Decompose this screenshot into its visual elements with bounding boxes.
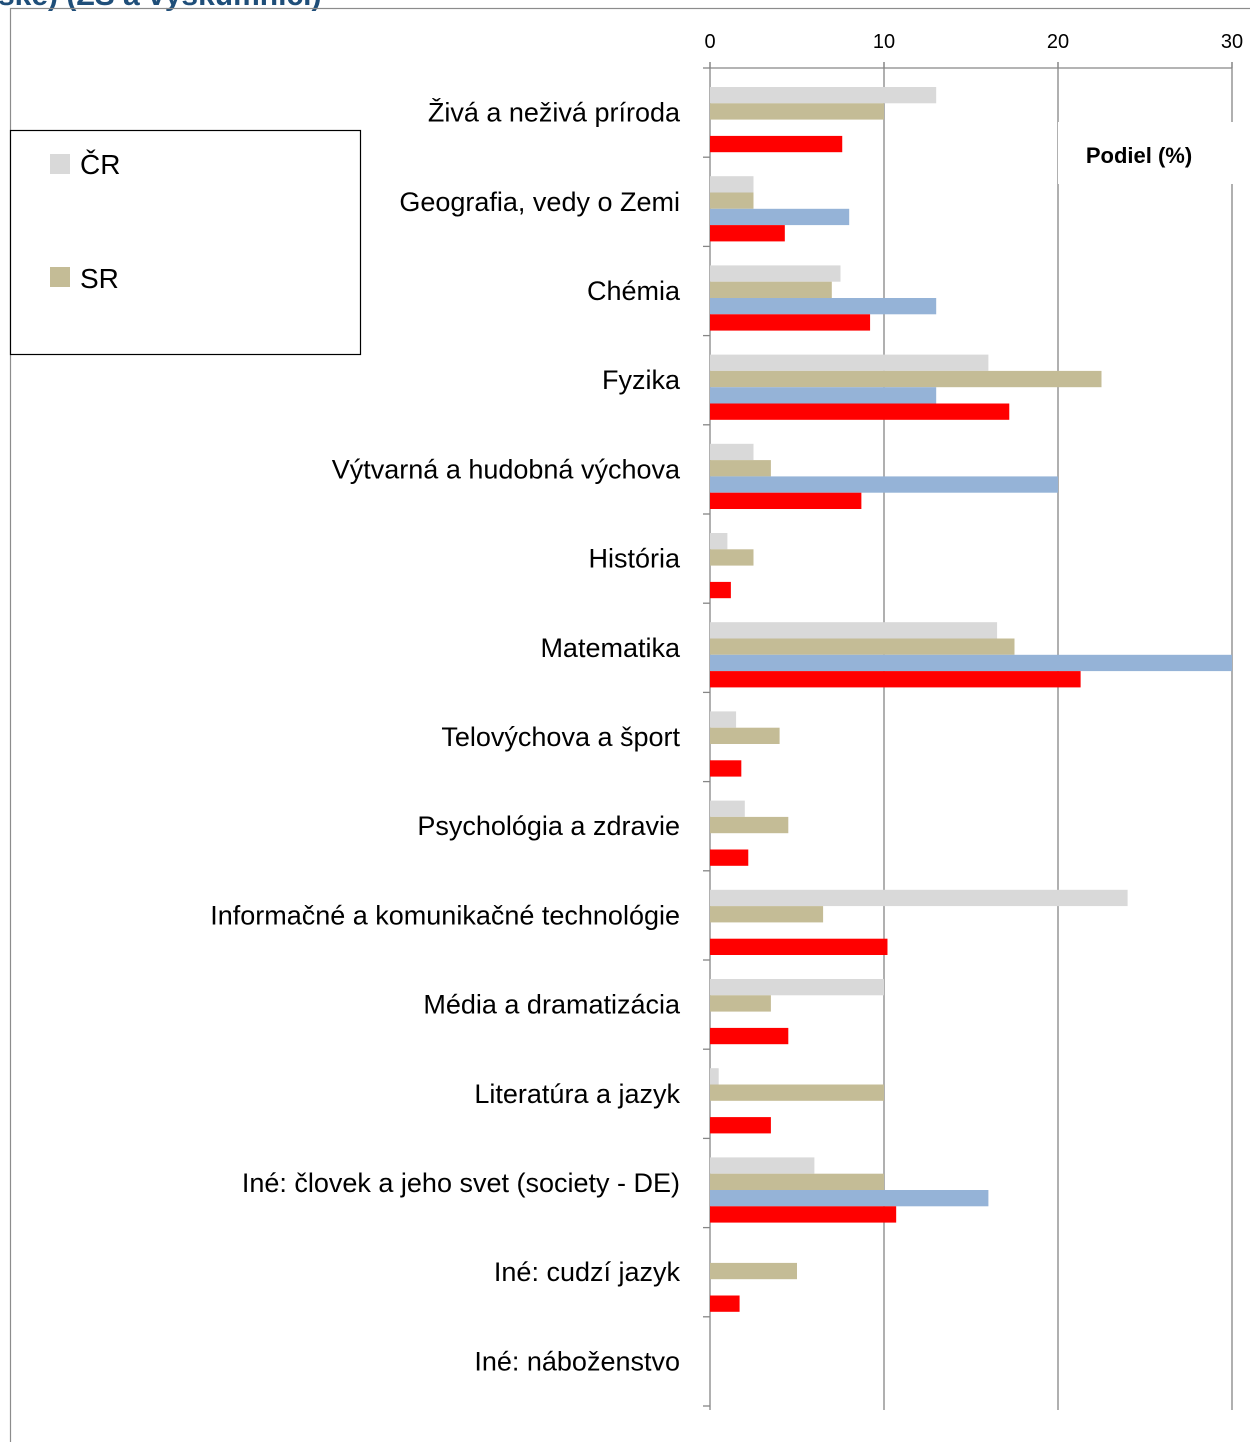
bar-sr-ziva-a-neziva-priroda <box>710 103 884 120</box>
chart-title: ske) (ZŠ a výskumníci) <box>0 0 321 12</box>
x-tick-label-20: 20 <box>1047 31 1069 53</box>
bar-series-3-vytvarna-a-hudobna-vychova <box>710 476 1058 493</box>
podiel-annotation: Podiel (%) <box>1058 122 1238 184</box>
category-label-historia: História <box>588 544 681 574</box>
bar-cr-media-a-dramatizacia <box>710 979 884 996</box>
category-label-telovychova-a-sport: Telovýchova a šport <box>441 722 680 752</box>
category-label-geografia-vedy-o-zemi: Geografia, vedy o Zemi <box>399 187 680 217</box>
bar-series-4-geografia-vedy-o-zemi <box>710 225 785 242</box>
category-label-media-a-dramatizacia: Média a dramatizácia <box>423 990 681 1020</box>
bar-series-4-fyzika <box>710 403 1010 420</box>
bar-cr-chemia <box>710 265 841 282</box>
bar-sr-historia <box>710 549 754 566</box>
x-tick-label-10: 10 <box>873 31 895 53</box>
bar-cr-geografia-vedy-o-zemi <box>710 176 754 193</box>
bar-series-4-ine-clovek-a-jeho-svet-society-de <box>710 1206 897 1223</box>
bar-sr-ine-cudzi-jazyk <box>710 1262 797 1280</box>
bar-series-4-chemia <box>710 314 871 331</box>
bar-series-4-media-a-dramatizacia <box>710 1027 789 1045</box>
chart-frame <box>9 7 1250 1442</box>
bar-series-4-ine-cudzi-jazyk <box>710 1295 740 1312</box>
category-labels: Živá a neživá príroda Geografia, vedy o Z… <box>210 97 681 1377</box>
category-label-ine-cudzi-jazyk: Iné: cudzí jazyk <box>494 1257 681 1287</box>
bar-sr-media-a-dramatizacia <box>710 995 771 1012</box>
category-label-ziva-a-neziva-priroda: Živá a neživá príroda <box>428 97 681 128</box>
bar-sr-psychologia-a-zdravie <box>710 816 789 834</box>
legend-label-sr: SR <box>80 263 119 294</box>
bar-cr-matematika <box>710 622 998 639</box>
legend: ČR SR <box>9 129 362 356</box>
gridlines <box>883 62 1233 1410</box>
bar-series-4-psychologia-a-zdravie <box>710 849 749 866</box>
bar-series-3-ine-clovek-a-jeho-svet-society-de <box>710 1190 989 1207</box>
x-tick-label-30: 30 <box>1221 31 1243 53</box>
category-label-literatura-a-jazyk: Literatúra a jazyk <box>474 1079 680 1109</box>
bar-cr-telovychova-a-sport <box>710 711 737 728</box>
bar-cr-fyzika <box>710 354 989 371</box>
bar-series-4-literatura-a-jazyk <box>710 1117 771 1134</box>
bar-series-4-telovychova-a-sport <box>710 760 742 777</box>
x-tick-label-0: 0 <box>704 31 715 53</box>
bar-sr-fyzika <box>710 370 1102 388</box>
category-label-informacne-a-komunikacne-technologie: Informačné a komunikačné technológie <box>210 900 680 930</box>
legend-swatch-sr <box>50 267 70 287</box>
category-label-ine-nabozenstvo: Iné: náboženstvo <box>474 1346 680 1376</box>
category-label-ine-clovek-a-jeho-svet-society-de: Iné: človek a jeho svet (society - DE) <box>242 1168 680 1198</box>
bar-sr-matematika <box>710 638 1015 655</box>
bar-series-4-historia <box>710 581 731 599</box>
bar-series-4-informacne-a-komunikacne-technologie <box>710 938 888 955</box>
bar-sr-vytvarna-a-hudobna-vychova <box>710 460 771 477</box>
bar-cr-ine-clovek-a-jeho-svet-society-de <box>710 1157 815 1174</box>
category-label-fyzika: Fyzika <box>602 365 681 395</box>
bar-series-3-matematika <box>710 654 1232 672</box>
annotation-label: Podiel (%) <box>1086 143 1192 168</box>
category-label-vytvarna-a-hudobna-vychova: Výtvarná a hudobná výchova <box>332 454 681 484</box>
bar-sr-informacne-a-komunikacne-technologie <box>710 906 824 923</box>
bars <box>710 87 1232 1312</box>
bar-sr-literatura-a-jazyk <box>710 1084 884 1101</box>
bar-series-3-geografia-vedy-o-zemi <box>710 208 850 226</box>
bar-series-3-fyzika <box>710 387 937 404</box>
bar-series-4-vytvarna-a-hudobna-vychova <box>710 492 862 509</box>
legend-label-cr: ČR <box>80 149 120 180</box>
bar-sr-telovychova-a-sport <box>710 727 780 744</box>
bar-cr-literatura-a-jazyk <box>710 1068 719 1085</box>
bar-series-3-chemia <box>710 298 937 315</box>
bar-sr-ine-clovek-a-jeho-svet-society-de <box>710 1173 884 1190</box>
bar-cr-informacne-a-komunikacne-technologie <box>710 889 1128 907</box>
bar-sr-geografia-vedy-o-zemi <box>710 192 754 209</box>
bar-series-4-ziva-a-neziva-priroda <box>710 135 843 153</box>
legend-swatch-cr <box>50 154 70 174</box>
bar-series-4-matematika <box>710 671 1081 688</box>
bar-cr-historia <box>710 533 728 550</box>
category-label-psychologia-a-zdravie: Psychológia a zdravie <box>417 811 680 841</box>
bar-cr-ziva-a-neziva-priroda <box>710 87 937 104</box>
category-label-chemia: Chémia <box>587 276 681 306</box>
bar-sr-chemia <box>710 281 832 298</box>
bar-cr-vytvarna-a-hudobna-vychova <box>710 443 754 461</box>
category-label-matematika: Matematika <box>540 633 681 663</box>
bar-cr-psychologia-a-zdravie <box>710 800 745 817</box>
